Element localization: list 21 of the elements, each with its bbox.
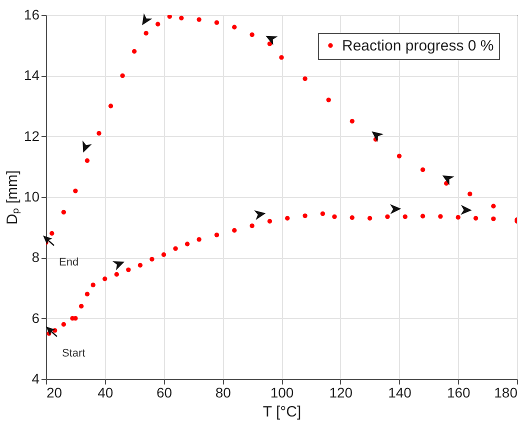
y-tick-label: 4: [32, 370, 40, 386]
annotation: End: [59, 256, 79, 268]
x-tick-label: 100: [270, 384, 294, 400]
x-tick-label: 80: [215, 384, 232, 400]
annotation: Start: [62, 348, 86, 360]
y-axis-title: Dₚ [mm]: [4, 170, 21, 225]
x-tick-label: 120: [329, 384, 353, 400]
legend-label: Reaction progress 0 %: [342, 38, 494, 54]
y-tick-label: 14: [24, 67, 40, 84]
y-tick-label: 12: [24, 128, 40, 144]
y-tick-label: 10: [24, 188, 40, 204]
x-tick-label: 160: [446, 384, 471, 400]
x-tick-label: 180: [494, 384, 518, 400]
y-tick-label: 16: [24, 6, 40, 22]
y-tick-label: 8: [32, 249, 40, 266]
y-tick-label: 6: [32, 310, 40, 326]
x-tick-label: 140: [388, 384, 412, 400]
x-axis-title: T [°C]: [262, 404, 302, 420]
x-tick-label: 60: [156, 384, 172, 400]
x-tick-label: 20: [46, 384, 62, 400]
x-tick-label: 40: [98, 384, 114, 400]
